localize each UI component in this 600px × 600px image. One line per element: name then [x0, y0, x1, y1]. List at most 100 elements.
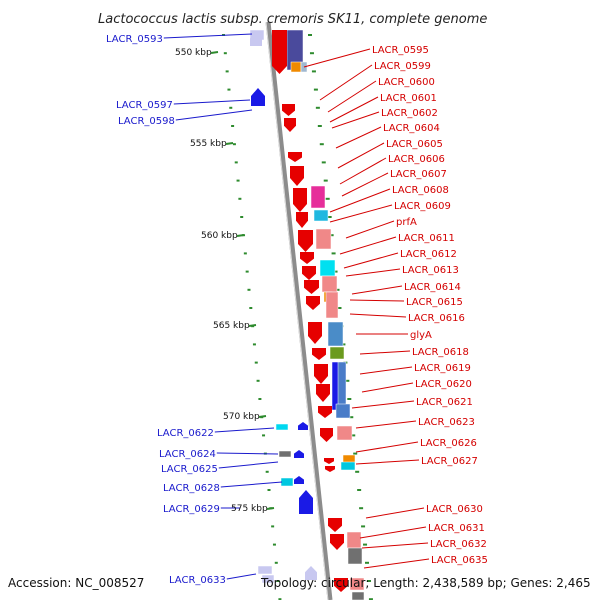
tick-dot — [232, 143, 236, 146]
scale-label: 565 kbp — [213, 321, 250, 331]
right-gene-labels: LACR_0595 LACR_0599 LACR_0600 LACR_0601 LACR… — [372, 45, 488, 566]
leader-line — [355, 441, 419, 453]
tick-dot — [240, 216, 244, 218]
tick-dot — [234, 161, 238, 164]
gene-arrows — [250, 30, 348, 592]
tick-dot — [335, 288, 340, 291]
gene-label-right: LACR_0632 — [430, 539, 487, 550]
leader-line — [319, 64, 373, 101]
leader-line — [345, 220, 395, 239]
gene-label-right: LACR_0604 — [383, 123, 440, 134]
leader-line — [175, 109, 253, 121]
tick-dot — [271, 525, 275, 528]
gene-label-right: LACR_0602 — [381, 108, 438, 119]
tick-dot — [231, 125, 235, 127]
tick-dot — [355, 470, 360, 473]
gene-arrow-forward — [316, 384, 330, 402]
tick-dot — [247, 288, 251, 291]
tick-dot — [317, 125, 322, 127]
gene-arrow-forward — [328, 518, 342, 532]
gene-arrow-reverse — [298, 422, 308, 430]
gene-label-right: LACR_0630 — [426, 504, 483, 515]
leader-line — [303, 48, 371, 68]
gene-label-left: LACR_0625 — [161, 464, 218, 475]
gene-label-right: LACR_0614 — [404, 282, 461, 293]
leader-line — [365, 507, 425, 519]
feature-box — [336, 425, 353, 441]
tick-dot — [236, 179, 240, 182]
leader-line — [218, 461, 279, 469]
gene-arrow-forward — [312, 348, 326, 360]
tick-dot — [361, 525, 366, 528]
gene-label-right: LACR_0600 — [378, 77, 435, 88]
tick-dot — [366, 580, 371, 582]
tick-dot — [363, 543, 368, 546]
gene-label-left: LACR_0622 — [157, 428, 214, 439]
tick-dot — [321, 161, 326, 164]
gene-arrow-forward — [324, 458, 334, 464]
gene-arrow-forward — [288, 152, 302, 162]
gene-label-right: LACR_0620 — [415, 379, 472, 390]
feature-box — [313, 209, 329, 222]
gene-label-left: LACR_0593 — [106, 34, 163, 45]
tick-dot — [347, 398, 352, 400]
tick-dot — [313, 88, 318, 91]
leader-line — [214, 427, 275, 433]
gene-arrow-reverse — [299, 490, 313, 514]
gene-arrow-forward — [302, 266, 316, 280]
leader-line — [339, 236, 397, 255]
feature-box — [351, 591, 365, 600]
gene-label-right: prfA — [396, 217, 417, 228]
tick-dot — [249, 307, 253, 309]
gene-label-right: LACR_0609 — [394, 201, 451, 212]
gene-label-left: LACR_0628 — [163, 483, 220, 494]
leader-line — [335, 126, 382, 149]
tick-dot — [258, 398, 262, 400]
gene-label-left: LACR_0629 — [163, 504, 220, 515]
tick-dot — [337, 307, 342, 309]
gene-label-right: LACR_0605 — [386, 139, 443, 150]
gene-arrow-forward — [282, 104, 295, 116]
gene-label-right: LACR_0626 — [420, 438, 477, 449]
tick-dot — [329, 234, 334, 237]
gene-arrow-forward — [314, 364, 328, 384]
feature-box — [280, 477, 294, 487]
gene-arrow-forward — [318, 406, 332, 418]
tick-dot — [327, 216, 332, 218]
gene-arrow-forward — [306, 296, 320, 310]
gene-label-right: LACR_0612 — [400, 249, 457, 260]
tick-dot — [309, 52, 314, 55]
leader-line — [361, 542, 429, 549]
gene-label-right: LACR_0595 — [372, 45, 429, 56]
scale-tick — [236, 234, 245, 237]
leader-line — [341, 172, 389, 197]
feature-box — [290, 61, 302, 73]
gene-label-left: LACR_0624 — [159, 449, 216, 460]
leader-line — [355, 420, 417, 429]
tick-dot — [274, 561, 278, 564]
gene-label-right: LACR_0601 — [380, 93, 437, 104]
scale-label: 555 kbp — [190, 139, 227, 149]
feature-box — [319, 259, 336, 277]
leader-line — [349, 299, 405, 302]
gene-label-right: LACR_0631 — [428, 523, 485, 534]
leader-line — [359, 526, 427, 539]
leader-line — [163, 33, 253, 39]
gene-arrow-reverse — [305, 566, 317, 580]
tick-dot — [227, 88, 231, 91]
label-leader-lines — [163, 33, 430, 580]
feature-box — [349, 577, 365, 591]
gene-arrow-forward — [272, 30, 287, 74]
scale-label: 575 kbp — [231, 504, 268, 514]
tick-dot — [267, 489, 271, 491]
gene-label-right: LACR_0635 — [431, 555, 488, 566]
feature-box — [278, 450, 292, 458]
tick-dot — [265, 470, 269, 473]
tick-dot — [325, 197, 330, 200]
scale-tick — [225, 142, 234, 145]
feature-box — [275, 423, 289, 431]
feature-box — [310, 185, 326, 209]
leader-line — [173, 99, 251, 105]
gene-arrow-forward — [320, 428, 333, 442]
